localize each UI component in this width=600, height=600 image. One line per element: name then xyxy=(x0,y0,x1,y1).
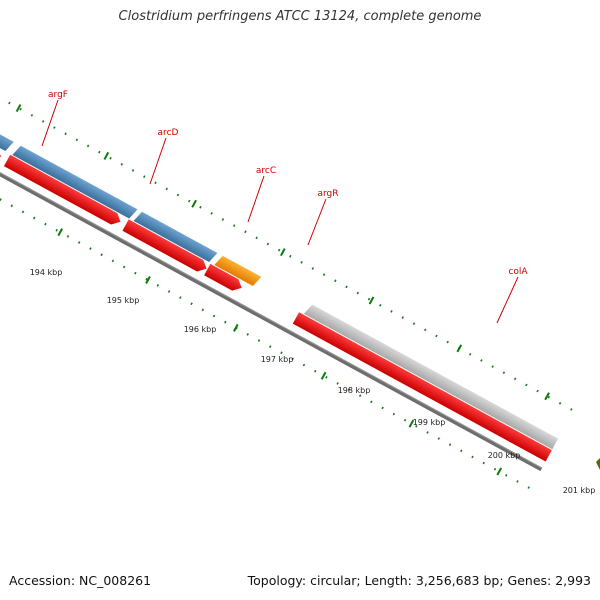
inner-tick-track xyxy=(0,143,532,490)
inner-major-ticks xyxy=(57,228,503,476)
gene-label-colA: colA xyxy=(508,267,528,277)
gene-argR[interactable] xyxy=(214,254,262,287)
cds-argR[interactable] xyxy=(204,263,244,294)
scale-label-200: 200 kbp xyxy=(488,451,521,460)
backbone-highlight xyxy=(0,123,543,469)
genome-summary-text: Topology: circular; Length: 3,256,683 bp… xyxy=(247,573,591,588)
outer-tick-track xyxy=(0,64,574,412)
scale-label-198: 198 kbp xyxy=(338,386,371,395)
scale-label-197: 197 kbp xyxy=(261,355,294,364)
label-leader-arcC xyxy=(247,175,265,223)
gene-colA[interactable] xyxy=(303,303,559,450)
scale-label-195: 195 kbp xyxy=(107,296,140,305)
accession-text: Accession: NC_008261 xyxy=(9,573,152,588)
cds-arcC[interactable] xyxy=(122,219,209,274)
label-leader-arcD xyxy=(149,137,167,185)
gene-label-arcC: arcC xyxy=(256,166,276,176)
gene-label-arcD: arcD xyxy=(158,128,179,138)
gene-label-argF: argF xyxy=(48,90,68,100)
scale-label-196: 196 kbp xyxy=(184,325,217,334)
outer-major-ticks xyxy=(15,104,550,401)
gene-argF[interactable] xyxy=(0,94,14,152)
label-leader-colA xyxy=(496,276,519,324)
label-leader-argR xyxy=(307,198,327,246)
genome-backbone xyxy=(0,123,543,472)
label-leader-argF xyxy=(41,99,59,147)
gene-arcC[interactable] xyxy=(133,210,218,263)
gene-label-argR: argR xyxy=(317,189,338,199)
map-title: Clostridium perfringens ATCC 13124, comp… xyxy=(118,9,482,24)
gene-arcD[interactable] xyxy=(12,144,138,220)
cds-argF[interactable] xyxy=(0,105,4,162)
scale-label-194: 194 kbp xyxy=(30,268,63,277)
cds-arcD[interactable] xyxy=(3,154,123,228)
cds-colA[interactable] xyxy=(292,312,552,462)
scale-label-199: 199 kbp xyxy=(413,418,446,427)
scale-label-201: 201 kbp xyxy=(563,486,596,495)
edge-marker xyxy=(596,458,600,470)
